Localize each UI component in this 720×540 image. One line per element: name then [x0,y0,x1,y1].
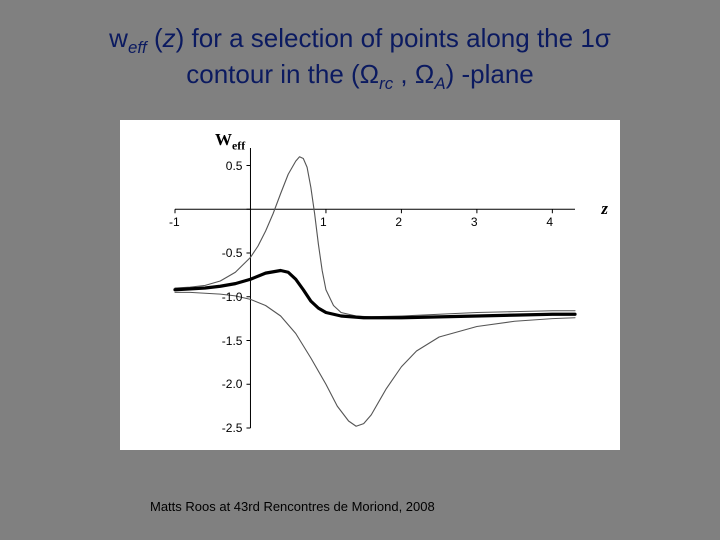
y-tick-label: -0.5 [222,246,243,260]
y-axis-label: Weff [215,130,245,153]
x-axis-label: z [601,199,608,219]
y-tick-label: -1.0 [222,290,243,304]
x-tick-label: 3 [471,215,478,229]
y-tick-label: -1.5 [222,334,243,348]
x-tick-label: 1 [320,215,327,229]
chart-svg [120,120,620,450]
footer-text: Matts Roos at 43rd Rencontres de Moriond… [150,499,435,514]
y-tick-label: 0.5 [226,159,243,173]
y-tick-label: -2.5 [222,421,243,435]
x-tick-label: 4 [546,215,553,229]
page-title: weff (z) for a selection of points along… [0,22,720,95]
y-tick-label: -2.0 [222,377,243,391]
x-tick-label: 2 [395,215,402,229]
x-tick-label: -1 [169,215,180,229]
chart-panel: Weff z -1 1 2 3 4 -2.5 -2.0 -1.5 -1.0 -0.5 0.5 [120,120,620,450]
series-thin-lower [175,292,575,426]
